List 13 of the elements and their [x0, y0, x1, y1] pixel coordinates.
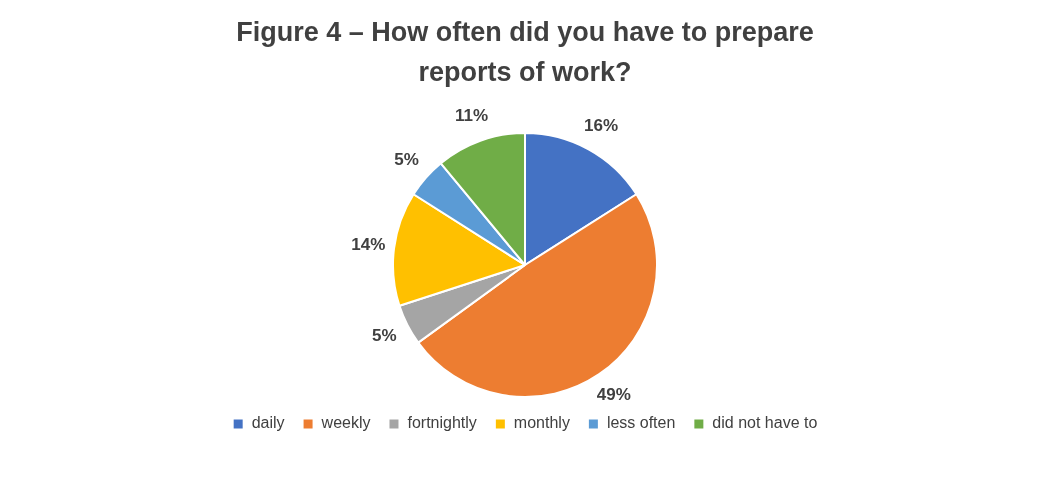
data-label: 16% — [584, 116, 619, 136]
data-label: 11% — [454, 106, 489, 126]
legend-label: daily — [251, 414, 285, 432]
data-label: 5% — [394, 150, 419, 170]
legend-label: did not have to — [712, 414, 818, 432]
data-label: 5% — [371, 326, 397, 346]
chart-title: Figure 4 – How often did you have to prepare reports of work? — [235, 16, 815, 89]
legend-label: fortnightly — [407, 414, 477, 432]
legend-label: weekly — [320, 414, 371, 432]
legend-label: monthly — [513, 414, 570, 432]
data-label: 14% — [351, 234, 386, 254]
data-label: 49% — [596, 385, 631, 405]
legend-label: less often — [606, 414, 676, 432]
